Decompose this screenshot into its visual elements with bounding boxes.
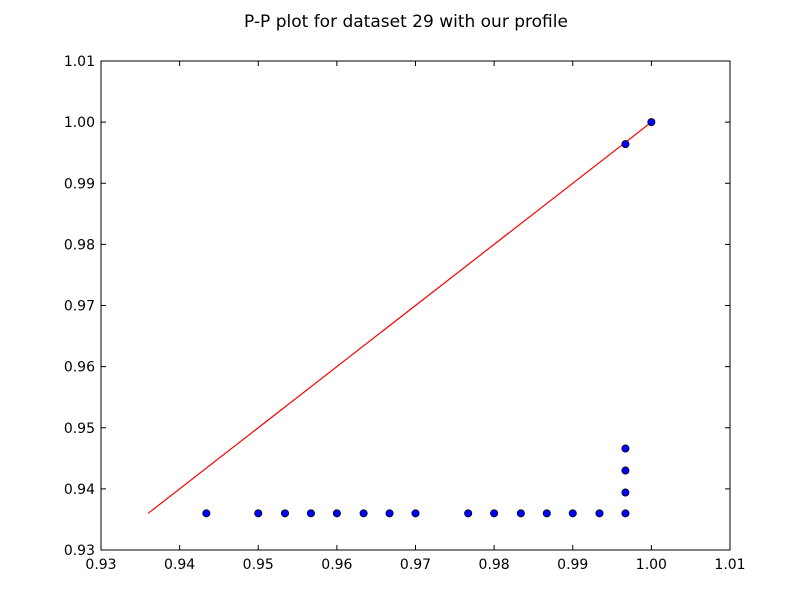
chart-title: P-P plot for dataset 29 with our profile	[244, 12, 568, 32]
y-tick-label: 0.98	[64, 237, 95, 253]
reference-line	[147, 121, 652, 514]
scatter-point	[647, 118, 656, 127]
x-tick-label: 1.00	[636, 557, 667, 573]
x-tick-label: 0.95	[243, 557, 274, 573]
scatter-point	[621, 509, 630, 518]
y-tick-label: 0.99	[64, 176, 95, 192]
scatter-point	[385, 509, 394, 518]
scatter-point	[490, 509, 499, 518]
scatter-point	[202, 509, 211, 518]
scatter-point	[595, 509, 604, 518]
scatter-point	[306, 509, 315, 518]
y-tick-label: 0.94	[64, 482, 95, 498]
y-tick-label: 0.97	[64, 299, 95, 315]
scatter-point	[542, 509, 551, 518]
x-tick-label: 0.97	[400, 557, 431, 573]
y-tick-label: 1.00	[64, 115, 95, 131]
scatter-point	[254, 509, 263, 518]
x-tick-label: 0.98	[479, 557, 510, 573]
scatter-point	[411, 509, 420, 518]
y-tick-label: 0.95	[64, 421, 95, 437]
scatter-point	[621, 466, 630, 475]
scatter-point	[280, 509, 289, 518]
scatter-point	[621, 444, 630, 453]
plot-area: 0.93 0.94 0.95 0.96 0.97 0.98 0.99 1.00 1.01 0.93…	[64, 54, 746, 573]
scatter-point	[332, 509, 341, 518]
scatter-point	[516, 509, 525, 518]
y-tick-label: 0.96	[64, 360, 95, 376]
x-tick-label: 0.94	[164, 557, 195, 573]
scatter-point	[621, 488, 630, 497]
y-tick-label: 1.01	[64, 54, 95, 70]
y-tick-label: 0.93	[64, 543, 95, 559]
x-tick-label: 0.99	[557, 557, 588, 573]
scatter-point	[464, 509, 473, 518]
scatter-point	[359, 509, 368, 518]
x-tick-label: 0.93	[85, 557, 116, 573]
scatter-point	[621, 140, 630, 149]
x-tick-label: 1.01	[714, 557, 745, 573]
x-tick-label: 0.96	[321, 557, 352, 573]
scatter-point	[568, 509, 577, 518]
